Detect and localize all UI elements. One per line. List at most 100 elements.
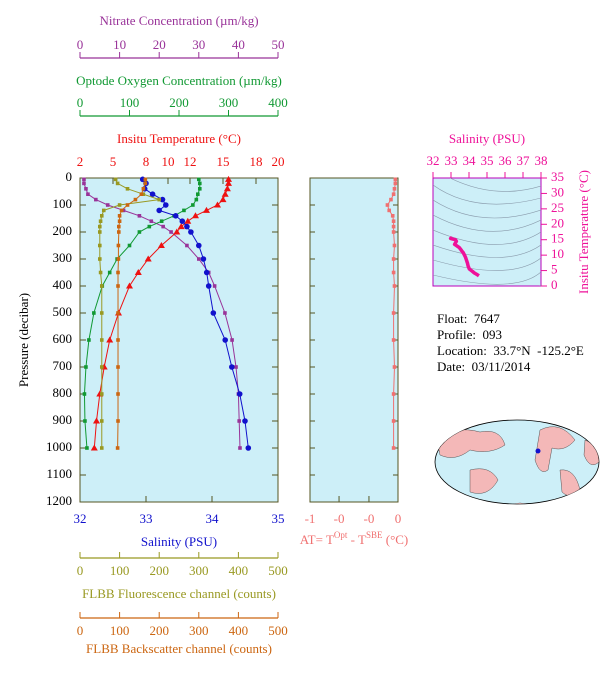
y-tick-label: 800 bbox=[53, 385, 73, 400]
data-point bbox=[391, 446, 396, 450]
data-point bbox=[184, 217, 192, 224]
data-point bbox=[137, 214, 142, 218]
data-point bbox=[116, 270, 120, 275]
data-point bbox=[144, 255, 152, 262]
data-point bbox=[223, 185, 231, 192]
data-point bbox=[197, 187, 202, 191]
x-tick-label: 400 bbox=[229, 563, 249, 578]
data-point bbox=[197, 177, 201, 182]
data-point bbox=[94, 197, 98, 202]
data-point bbox=[391, 230, 396, 234]
x-tick-label: 300 bbox=[219, 95, 239, 110]
data-point bbox=[84, 187, 88, 191]
y-tick-label: 35 bbox=[551, 169, 564, 184]
data-point bbox=[392, 365, 397, 369]
y-tick-label: 100 bbox=[53, 196, 73, 211]
x-axis-label: AT= TOpt - TSBE (°C) bbox=[300, 530, 409, 547]
data-point bbox=[179, 218, 186, 224]
x-tick-label: 15 bbox=[217, 154, 230, 169]
x-tick-label: 100 bbox=[120, 95, 140, 110]
x-axis-label-part: Opt bbox=[334, 530, 348, 540]
data-point bbox=[172, 213, 179, 219]
info-line: Date: 03/11/2014 bbox=[437, 359, 531, 374]
data-point bbox=[225, 179, 232, 186]
data-point bbox=[116, 365, 120, 369]
data-point bbox=[149, 219, 154, 223]
data-point bbox=[115, 446, 120, 450]
data-point bbox=[161, 224, 165, 229]
y-tick-label: 600 bbox=[53, 331, 73, 346]
axis-title: Optode Oxygen Concentration (µm/kg) bbox=[76, 73, 282, 88]
data-point bbox=[133, 197, 138, 202]
data-point bbox=[141, 192, 146, 196]
data-point bbox=[205, 283, 212, 289]
data-point bbox=[196, 242, 202, 249]
x-tick-label: 8 bbox=[143, 154, 150, 169]
data-point bbox=[392, 243, 397, 248]
data-point bbox=[173, 228, 181, 235]
x-tick-label: 200 bbox=[169, 95, 189, 110]
x-tick-label: 200 bbox=[149, 623, 169, 638]
x-tick-label: 40 bbox=[232, 37, 245, 52]
profile-series bbox=[90, 175, 232, 451]
data-point bbox=[159, 219, 164, 223]
x-tick-label: 0 bbox=[395, 511, 402, 526]
y-tick-label: 5 bbox=[551, 262, 558, 277]
x-tick-label: 36 bbox=[499, 153, 513, 168]
data-point bbox=[117, 214, 122, 218]
data-point bbox=[156, 207, 162, 214]
x-tick-label: 400 bbox=[229, 623, 249, 638]
x-tick-label: 0 bbox=[77, 37, 84, 52]
x-tick-label: 10 bbox=[113, 37, 126, 52]
data-point bbox=[82, 181, 86, 186]
data-point bbox=[177, 223, 185, 230]
data-point bbox=[99, 214, 104, 218]
x-axis-label-part: AT= T bbox=[300, 532, 334, 547]
data-point bbox=[127, 243, 132, 248]
y-tick-label: 300 bbox=[53, 250, 73, 265]
data-point bbox=[219, 196, 227, 203]
y-tick-label: 15 bbox=[551, 231, 564, 246]
x-tick-label: 500 bbox=[268, 563, 288, 578]
data-point bbox=[99, 311, 104, 315]
y-tick-label: 500 bbox=[53, 304, 73, 319]
data-point bbox=[191, 203, 195, 207]
data-point bbox=[393, 177, 398, 182]
y-tick-label: 400 bbox=[53, 277, 73, 292]
data-point bbox=[210, 310, 217, 316]
data-point bbox=[197, 181, 202, 186]
profile-series bbox=[98, 177, 161, 450]
x-axis-label-part: (°C) bbox=[382, 532, 408, 547]
x-tick-label: 400 bbox=[268, 95, 288, 110]
data-point bbox=[117, 224, 121, 229]
data-point bbox=[86, 192, 90, 196]
data-point bbox=[387, 208, 391, 213]
info-line: Profile: 093 bbox=[437, 327, 502, 342]
data-point bbox=[214, 201, 221, 208]
data-point bbox=[169, 230, 173, 234]
data-point bbox=[157, 197, 161, 202]
x-tick-label: 200 bbox=[149, 563, 169, 578]
data-point bbox=[82, 177, 86, 182]
data-point bbox=[125, 187, 130, 191]
data-point bbox=[99, 365, 104, 369]
data-point bbox=[234, 365, 238, 369]
data-point bbox=[184, 223, 190, 230]
x-axis-label-part: SBE bbox=[366, 530, 383, 540]
x-tick-label: 5 bbox=[110, 154, 117, 169]
data-point bbox=[163, 202, 169, 208]
info-line: Float: 7647 bbox=[437, 311, 500, 326]
y-tick-label: 1200 bbox=[46, 493, 72, 508]
y-tick-label: 30 bbox=[551, 184, 564, 199]
inset-y-label: Insitu Temperature (°C) bbox=[576, 170, 591, 294]
axis-title: FLBB Backscatter channel (counts) bbox=[86, 641, 272, 656]
data-point bbox=[391, 311, 396, 315]
data-point bbox=[236, 391, 243, 397]
x-tick-label: 33 bbox=[445, 153, 458, 168]
data-point bbox=[113, 177, 118, 182]
data-point bbox=[99, 392, 104, 396]
data-point bbox=[225, 175, 232, 182]
axis-title: Insitu Temperature (°C) bbox=[117, 131, 241, 146]
profile-series bbox=[115, 177, 148, 450]
data-point bbox=[121, 208, 126, 213]
